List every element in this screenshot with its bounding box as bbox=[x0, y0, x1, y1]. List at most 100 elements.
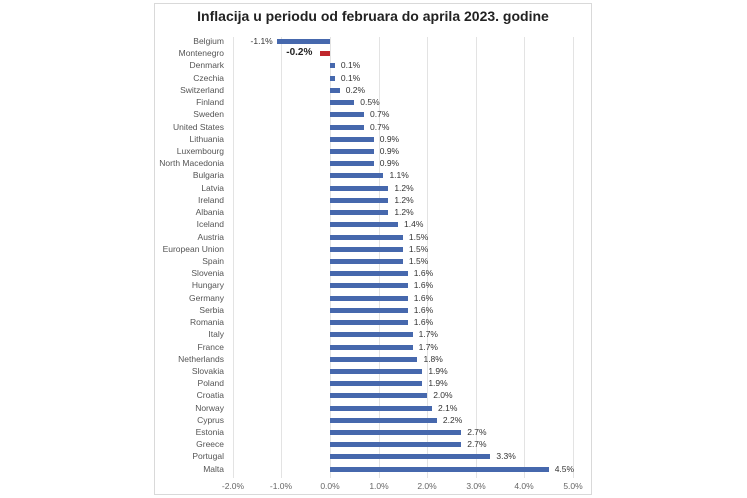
bar bbox=[330, 136, 374, 142]
gridline bbox=[476, 37, 477, 478]
category-label: Germany bbox=[189, 292, 224, 303]
bar bbox=[330, 368, 423, 374]
bar bbox=[330, 185, 389, 191]
bar bbox=[330, 63, 335, 69]
bar bbox=[330, 112, 365, 118]
data-label: 1.5% bbox=[408, 255, 429, 266]
data-label: 0.9% bbox=[379, 133, 400, 144]
category-label: Bulgaria bbox=[192, 170, 224, 181]
bar bbox=[330, 283, 408, 289]
category-label: Latvia bbox=[201, 182, 224, 193]
bar bbox=[330, 393, 428, 399]
bar bbox=[330, 454, 491, 460]
data-label: 0.9% bbox=[379, 145, 400, 156]
data-label: 3.3% bbox=[496, 451, 516, 462]
bar bbox=[330, 246, 403, 252]
data-label: 1.6% bbox=[413, 317, 434, 328]
data-label: 0.5% bbox=[360, 97, 380, 108]
category-label: Iceland bbox=[196, 219, 224, 230]
category-label: Belgium bbox=[193, 36, 224, 46]
category-label: Slovenia bbox=[191, 268, 224, 279]
x-tick-label: 2.0% bbox=[417, 481, 437, 491]
category-label: Poland bbox=[197, 378, 224, 389]
bar bbox=[330, 197, 389, 203]
bar bbox=[330, 75, 335, 81]
category-label: Estonia bbox=[195, 427, 224, 438]
category-label: Croatia bbox=[196, 390, 224, 401]
category-label: Serbia bbox=[199, 304, 224, 315]
data-label: 1.8% bbox=[423, 353, 443, 364]
category-label: European Union bbox=[162, 243, 224, 254]
bar bbox=[330, 430, 462, 436]
data-label: 0.1% bbox=[340, 60, 361, 71]
bar bbox=[330, 417, 437, 423]
bar bbox=[330, 148, 374, 154]
bar bbox=[330, 442, 462, 448]
data-label: 0.7% bbox=[370, 109, 390, 120]
gridline bbox=[379, 37, 380, 478]
data-label: -0.2% bbox=[286, 47, 313, 59]
category-label: Sweden bbox=[193, 109, 224, 120]
data-label: 1.7% bbox=[418, 329, 438, 340]
x-tick-label: -2.0% bbox=[221, 481, 245, 491]
data-label: 2.2% bbox=[442, 414, 463, 425]
bar bbox=[330, 234, 403, 240]
bar bbox=[330, 381, 423, 387]
gridline bbox=[281, 37, 282, 478]
category-label: Italy bbox=[208, 329, 224, 340]
data-label: 1.5% bbox=[408, 231, 429, 242]
data-label: 1.4% bbox=[404, 219, 424, 230]
bar bbox=[330, 222, 399, 228]
category-label: Czechia bbox=[193, 72, 224, 83]
data-label: 1.6% bbox=[413, 268, 434, 279]
data-label: 0.1% bbox=[340, 72, 361, 83]
data-label: -1.1% bbox=[250, 36, 273, 46]
category-label: Switzerland bbox=[180, 84, 224, 95]
bar bbox=[330, 173, 384, 179]
data-label: 1.1% bbox=[389, 170, 409, 181]
data-label: 0.7% bbox=[370, 121, 390, 132]
bar bbox=[330, 320, 408, 326]
category-label: Norway bbox=[195, 402, 224, 413]
bar bbox=[330, 258, 403, 264]
data-label: 2.7% bbox=[467, 427, 487, 438]
bar bbox=[330, 271, 408, 277]
gridline bbox=[573, 37, 574, 478]
bar bbox=[330, 332, 413, 338]
bar bbox=[276, 39, 330, 44]
category-label: Montenegro bbox=[178, 48, 224, 59]
x-tick-label: 5.0% bbox=[563, 481, 583, 491]
bar bbox=[330, 100, 355, 106]
category-label: Slovakia bbox=[191, 365, 224, 376]
data-label: 1.6% bbox=[413, 304, 434, 315]
bar bbox=[330, 87, 340, 93]
category-label: Lithuania bbox=[189, 133, 224, 144]
category-label: Albania bbox=[195, 207, 224, 218]
bar bbox=[330, 124, 365, 130]
bar bbox=[330, 405, 433, 411]
data-label: 0.9% bbox=[379, 158, 400, 169]
category-label: France bbox=[197, 341, 224, 352]
bar bbox=[320, 51, 330, 57]
data-label: 1.2% bbox=[394, 194, 414, 205]
category-label: Luxembourg bbox=[176, 145, 224, 156]
data-label: 2.0% bbox=[433, 390, 453, 401]
bar bbox=[330, 210, 389, 216]
category-label: Hungary bbox=[191, 280, 224, 291]
x-tick-label: 3.0% bbox=[466, 481, 486, 491]
category-label: Portugal bbox=[192, 451, 224, 462]
gridline bbox=[524, 37, 525, 478]
bar bbox=[330, 466, 549, 472]
chart-title: Inflacija u periodu od februara do april… bbox=[197, 8, 549, 24]
data-label: 4.5% bbox=[554, 463, 575, 474]
category-label: United States bbox=[172, 121, 224, 132]
category-label: Cyprus bbox=[197, 414, 224, 425]
gridline bbox=[330, 37, 331, 478]
data-label: 2.1% bbox=[438, 402, 458, 413]
bar bbox=[330, 356, 418, 362]
data-label: 0.2% bbox=[345, 84, 366, 95]
category-label: Denmark bbox=[189, 60, 224, 71]
gridline bbox=[427, 37, 428, 478]
category-label: Romania bbox=[189, 317, 224, 328]
data-label: 1.6% bbox=[413, 292, 434, 303]
